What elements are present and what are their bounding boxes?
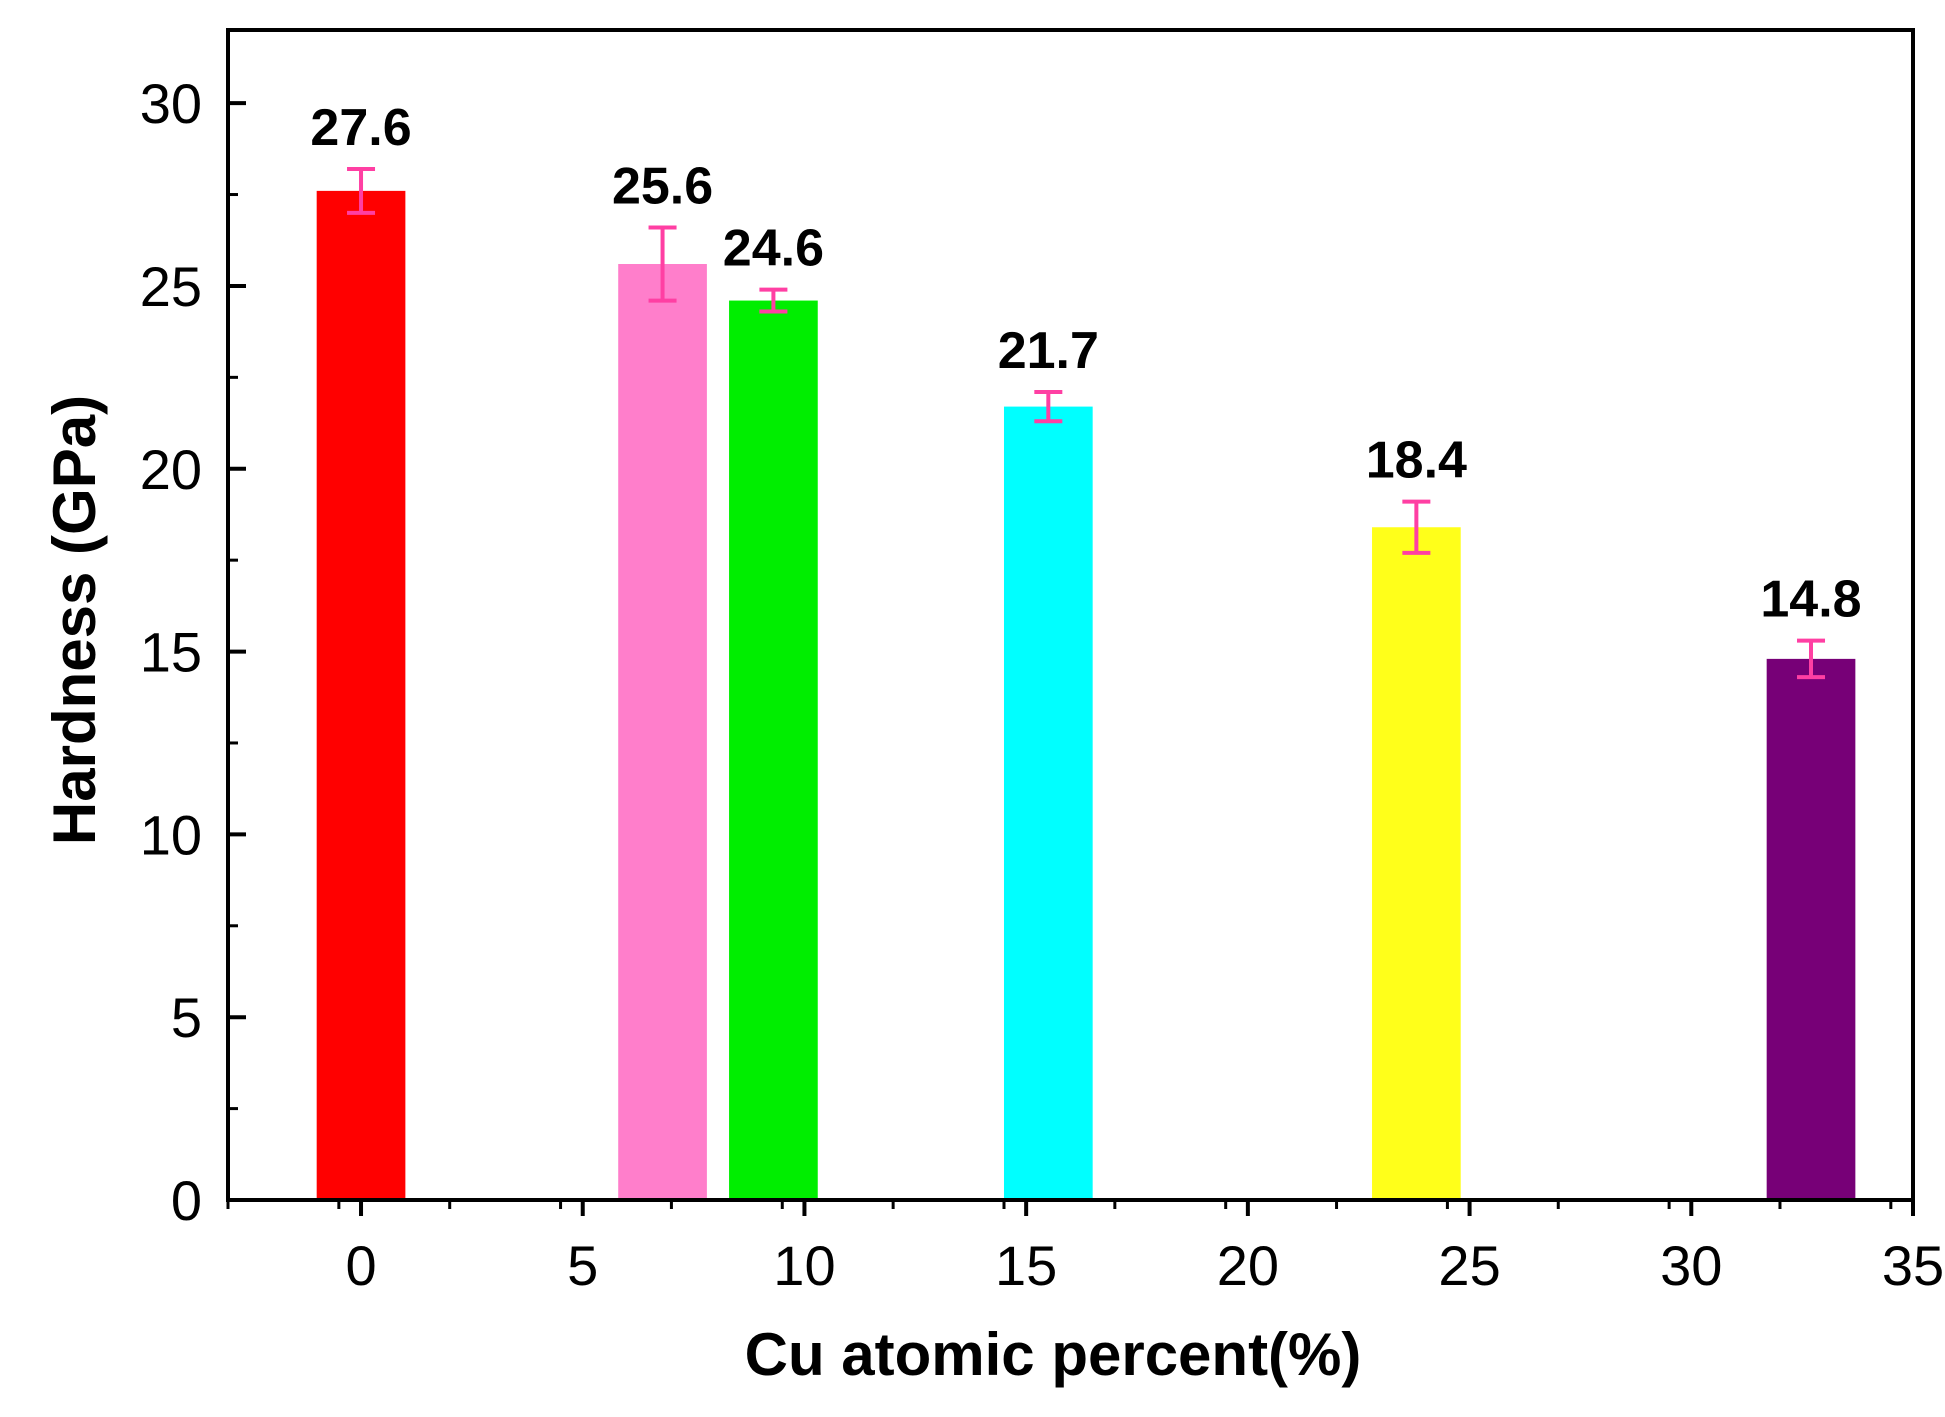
y-tick-label-3: 15 bbox=[140, 621, 202, 684]
y-tick-label-4: 20 bbox=[140, 438, 202, 501]
bars-layer bbox=[316, 190, 1856, 1200]
bar-3 bbox=[1003, 406, 1093, 1200]
data-label-2: 24.6 bbox=[723, 220, 824, 278]
x-axis-title: Cu atomic percent(%) bbox=[745, 1321, 1362, 1388]
bar-0 bbox=[316, 190, 406, 1200]
data-labels-layer: 27.6 25.624.6 21.7 18.4 14.8 bbox=[310, 99, 1861, 629]
x-tick-label-4: 20 bbox=[1217, 1234, 1279, 1297]
data-label-1: 25.6 bbox=[612, 157, 713, 215]
y-tick-label-0: 0 bbox=[171, 1169, 202, 1232]
y-axis-ticks: 0 5 10 15 20 25 30 bbox=[140, 72, 246, 1232]
plot-frame bbox=[226, 28, 1915, 1202]
y-tick-label-6: 30 bbox=[140, 72, 202, 135]
data-label-5: 14.8 bbox=[1760, 571, 1861, 629]
x-tick-label-1: 5 bbox=[567, 1234, 598, 1297]
x-tick-label-3: 15 bbox=[995, 1234, 1057, 1297]
bar-5 bbox=[1766, 658, 1856, 1200]
y-axis-title: Hardness (GPa) bbox=[41, 395, 108, 845]
bar-2 bbox=[729, 300, 818, 1200]
data-label-3: 21.7 bbox=[998, 322, 1099, 380]
x-tick-label-6: 30 bbox=[1660, 1234, 1722, 1297]
y-tick-label-2: 10 bbox=[140, 803, 202, 866]
error-bars-layer bbox=[347, 166, 1826, 680]
x-axis-ticks: 0 5 10 15 20 25 30 35 bbox=[226, 1200, 1944, 1297]
bar-1 bbox=[618, 264, 707, 1200]
y-tick-label-1: 5 bbox=[171, 986, 202, 1049]
x-tick-label-5: 25 bbox=[1438, 1234, 1500, 1297]
x-tick-label-7: 35 bbox=[1882, 1234, 1944, 1297]
y-tick-label-5: 25 bbox=[140, 255, 202, 318]
x-tick-label-0: 0 bbox=[345, 1234, 376, 1297]
bar-4 bbox=[1372, 527, 1461, 1200]
data-label-4: 18.4 bbox=[1366, 432, 1467, 490]
x-tick-label-2: 10 bbox=[773, 1234, 835, 1297]
data-label-0: 27.6 bbox=[310, 99, 411, 157]
